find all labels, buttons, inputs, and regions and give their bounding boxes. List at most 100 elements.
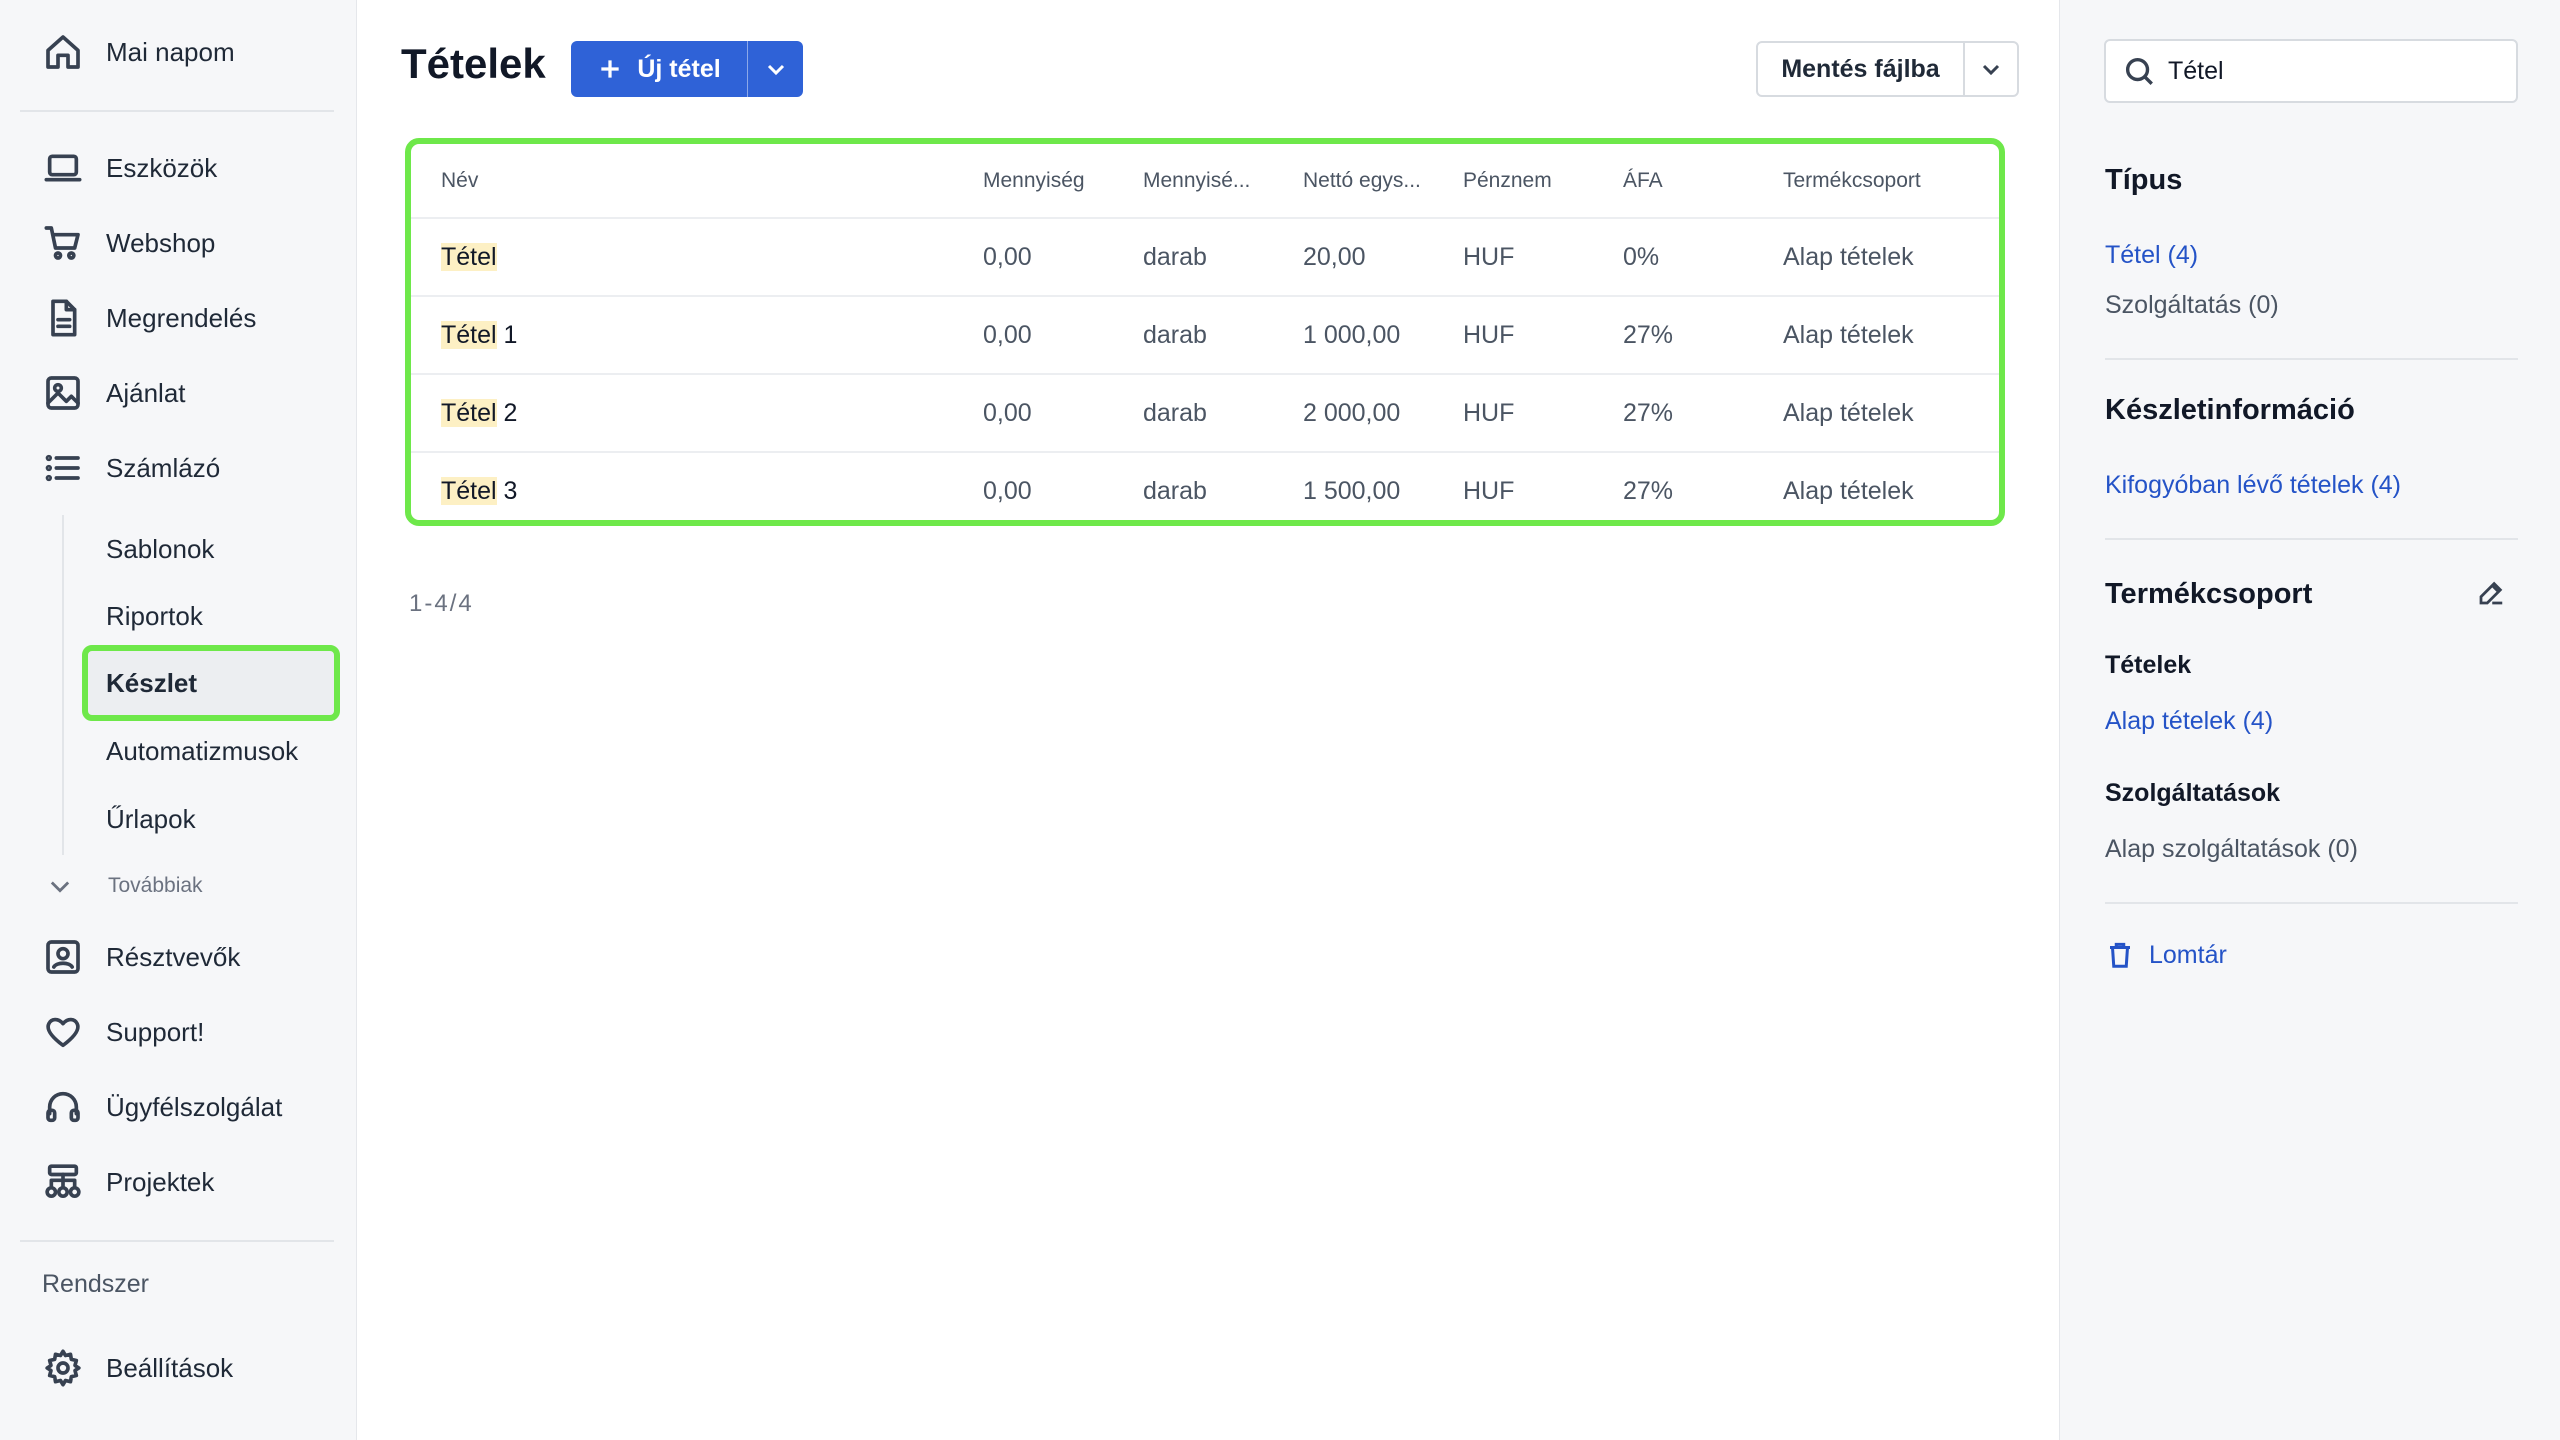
- nav-item-megrendeles[interactable]: Megrendelés: [40, 288, 340, 348]
- new-item-dropdown[interactable]: [747, 41, 803, 97]
- trash-label: Lomtár: [2149, 940, 2227, 969]
- contact-icon: [40, 934, 86, 980]
- nav-item-webshop[interactable]: Webshop: [40, 213, 340, 273]
- home-icon: [40, 29, 86, 75]
- edit-product-group-icon[interactable]: [2476, 578, 2508, 610]
- search-highlight: Tétel: [441, 320, 497, 349]
- save-to-file-label[interactable]: Mentés fájlba: [1781, 54, 1940, 83]
- column-header[interactable]: Termékcsoport: [1753, 144, 1999, 219]
- cell-name: Tétel 3: [411, 452, 953, 530]
- type-heading: Típus: [2105, 164, 2183, 196]
- services-subheading: Szolgáltatások: [2105, 779, 2281, 807]
- items-subheading: Tételek: [2105, 651, 2192, 679]
- column-header[interactable]: Név: [411, 144, 953, 219]
- cell-quantity: 0,00: [953, 218, 1113, 297]
- column-header[interactable]: ÁFA: [1593, 144, 1753, 219]
- laptop-icon: [40, 145, 86, 191]
- nav-label: Megrendelés: [106, 302, 257, 333]
- trash-icon: [2110, 942, 2130, 968]
- panel-divider: [2105, 358, 2518, 360]
- trash-link[interactable]: Lomtár: [2105, 940, 2227, 970]
- nav-item-support[interactable]: Support!: [40, 1002, 340, 1062]
- more-toggle[interactable]: Továbbiak: [46, 866, 203, 906]
- cell-currency: HUF: [1433, 218, 1593, 297]
- sub-item-automatizmusok[interactable]: Automatizmusok: [106, 735, 299, 766]
- column-header[interactable]: Pénznem: [1433, 144, 1593, 219]
- nav-item-mai-napom[interactable]: Mai napom: [40, 22, 340, 82]
- cell-group: Alap tételek: [1753, 218, 1999, 297]
- cell-unit: darab: [1143, 477, 1207, 505]
- cell-group: Alap tételek: [1753, 374, 1999, 453]
- cell-price: 20,00: [1273, 218, 1433, 297]
- cell-vat: 27%: [1623, 477, 1674, 505]
- cell-name: Tétel 1: [411, 296, 953, 375]
- nav-item-resztvevok[interactable]: Résztvevők: [40, 927, 340, 987]
- new-item-label: Új tétel: [637, 54, 721, 83]
- subtree-line: [62, 515, 64, 855]
- filter-low-stock[interactable]: Kifogyóban lévő tételek (4): [2105, 471, 2402, 499]
- table-row[interactable]: Tétel 2 0,00 darab 2 000,00 HUF 27% Alap…: [411, 374, 1999, 453]
- cell-quantity: 0,00: [953, 296, 1113, 375]
- list-icon: [40, 445, 86, 491]
- cell-group: Alap tételek: [1783, 477, 1914, 505]
- main-content: Tételek Új tétel Mentés fájlba Név Menny…: [356, 0, 2060, 1440]
- nav-label: Számlázó: [106, 452, 221, 483]
- nav-label: Support!: [106, 1016, 205, 1047]
- table-row[interactable]: Tétel 0,00 darab 20,00 HUF 0% Alap tétel…: [411, 218, 1999, 297]
- nav-item-beallitasok[interactable]: Beállítások: [40, 1338, 340, 1398]
- sub-item-keszlet[interactable]: Készlet: [82, 645, 340, 721]
- nav-label: Ajánlat: [106, 377, 186, 408]
- cell-price: 1 000,00: [1273, 296, 1433, 375]
- cell-currency: HUF: [1433, 296, 1593, 375]
- nav-item-eszkozok[interactable]: Eszközök: [40, 138, 340, 198]
- nav-label: Eszközök: [106, 152, 218, 183]
- nav-item-szamlazo[interactable]: Számlázó: [40, 438, 340, 498]
- document-icon: [40, 295, 86, 341]
- cell-quantity: 0,00: [953, 374, 1113, 453]
- cell-vat: 27%: [1593, 296, 1753, 375]
- search-highlight: Tétel: [441, 398, 497, 427]
- nav-label: Résztvevők: [106, 941, 241, 972]
- save-to-file-button[interactable]: Mentés fájlba: [1756, 41, 2019, 97]
- cell-vat: 27%: [1593, 374, 1753, 453]
- new-item-button[interactable]: Új tétel: [571, 41, 803, 97]
- chevron-down-icon: [767, 64, 784, 76]
- sub-item-riportok[interactable]: Riportok: [106, 600, 203, 631]
- cell-unit: darab: [1113, 296, 1273, 375]
- sub-item-urlapok[interactable]: Űrlapok: [106, 803, 196, 834]
- cell-unit: darab: [1113, 218, 1273, 297]
- panel-divider: [2105, 538, 2518, 540]
- plus-icon: [601, 60, 619, 78]
- column-header[interactable]: Nettó egys...: [1273, 144, 1433, 219]
- filter-type-item[interactable]: Tétel (4): [2105, 241, 2199, 269]
- nav-label: Mai napom: [106, 36, 235, 67]
- cell-group: Alap tételek: [1753, 296, 1999, 375]
- filter-type-service[interactable]: Szolgáltatás (0): [2105, 291, 2279, 319]
- search-input[interactable]: [2168, 56, 2508, 86]
- save-dropdown[interactable]: [1963, 43, 2017, 95]
- image-icon: [40, 370, 86, 416]
- column-header[interactable]: Mennyisé...: [1113, 144, 1273, 219]
- new-item-main[interactable]: Új tétel: [571, 41, 747, 97]
- nav-label: Webshop: [106, 227, 216, 258]
- filter-base-services[interactable]: Alap szolgáltatások (0): [2105, 835, 2358, 863]
- more-label: Továbbiak: [108, 874, 203, 897]
- sidebar-divider: [20, 1240, 334, 1242]
- search-highlight: Tétel: [441, 477, 497, 505]
- search-box[interactable]: [2104, 39, 2518, 103]
- filter-base-items[interactable]: Alap tételek (4): [2105, 707, 2274, 735]
- nav-item-ugyfelszolgalat[interactable]: Ügyfélszolgálat: [40, 1077, 340, 1137]
- sub-item-sablonok[interactable]: Sablonok: [106, 533, 215, 564]
- cell-price: 2 000,00: [1273, 374, 1433, 453]
- hierarchy-icon: [40, 1159, 86, 1205]
- cell-currency: HUF: [1433, 374, 1593, 453]
- name-rest: 3: [496, 477, 518, 505]
- nav-item-ajanlat[interactable]: Ajánlat: [40, 363, 340, 423]
- cart-icon: [40, 220, 86, 266]
- table-row[interactable]: Tétel 1 0,00 darab 1 000,00 HUF 27% Alap…: [411, 296, 1999, 375]
- pagination-info: 1-4/4: [409, 590, 474, 617]
- table-row[interactable]: Tétel 3 0,00 darab 1 500,00 HUF 27% Alap…: [411, 452, 1999, 530]
- column-header[interactable]: Mennyiség: [953, 144, 1113, 219]
- panel-divider: [2105, 902, 2518, 904]
- nav-item-projektek[interactable]: Projektek: [40, 1152, 340, 1212]
